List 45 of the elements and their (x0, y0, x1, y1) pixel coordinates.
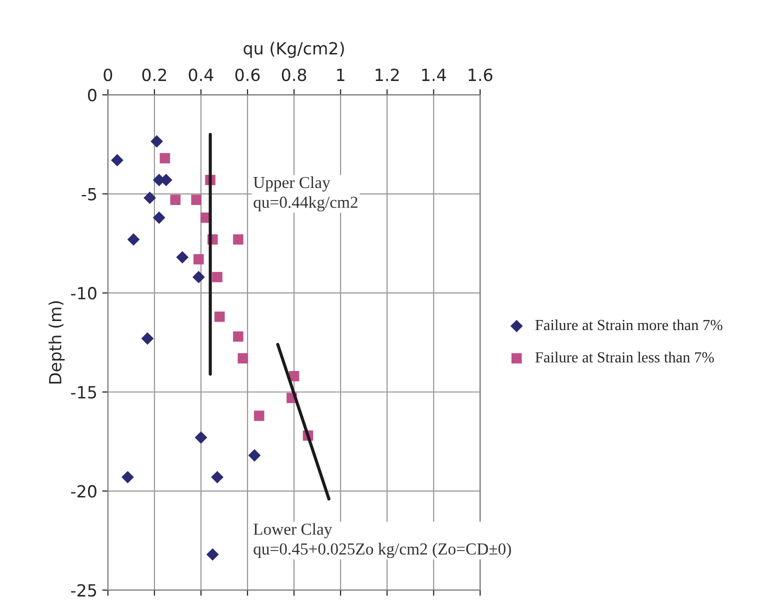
y-tick-label: -20 (71, 485, 96, 498)
x-tick-label: 1 (337, 68, 344, 81)
point (150, 135, 163, 148)
point (127, 233, 140, 246)
point (238, 353, 248, 364)
point (176, 251, 189, 264)
y-tick-label: -15 (71, 386, 96, 399)
point (194, 431, 208, 444)
x-tick-label: 0.4 (188, 68, 214, 82)
point (192, 270, 205, 284)
x-tick-label: 0.6 (235, 68, 260, 82)
point (191, 194, 202, 205)
y-tick-label: -25 (71, 584, 96, 597)
point (233, 331, 244, 342)
x-tick-label: 1.4 (422, 68, 446, 81)
y-tick-label: 0 (88, 88, 96, 102)
y-tick-label: -5 (82, 188, 96, 200)
point (233, 234, 244, 245)
point (254, 410, 264, 421)
legend-label: Failure at Strain less than 7% (535, 352, 714, 363)
x-tick-label: 1.2 (376, 68, 399, 81)
point (152, 211, 166, 224)
point (211, 470, 224, 484)
y-tick-label: -10 (71, 286, 96, 300)
annotation: Lower Clay qu=0.45+0.025Zo kg/cm2 (Zo=CD±0) (254, 523, 511, 558)
annotation: Upper Clay qu=0.44kg/cm2 (253, 176, 358, 212)
point (193, 254, 204, 264)
point (212, 272, 222, 282)
point (144, 192, 156, 204)
x-tick-label: 0 (104, 68, 112, 82)
x-tick-label: 0.8 (282, 68, 306, 82)
point (214, 312, 225, 322)
point (121, 470, 134, 484)
point (206, 548, 219, 561)
point (170, 194, 181, 205)
point (141, 332, 154, 345)
legend-label: Failure at Strain more than 7% (535, 319, 722, 330)
point (160, 153, 170, 164)
x-axis-title: qu (Kg/cm2) (244, 42, 344, 58)
x-tick-label: 1.6 (468, 68, 492, 82)
point (248, 449, 261, 462)
point (288, 370, 300, 382)
y-axis-title: Depth (m) (48, 301, 65, 384)
x-tick-label: 0.2 (142, 68, 166, 82)
point (111, 154, 124, 166)
